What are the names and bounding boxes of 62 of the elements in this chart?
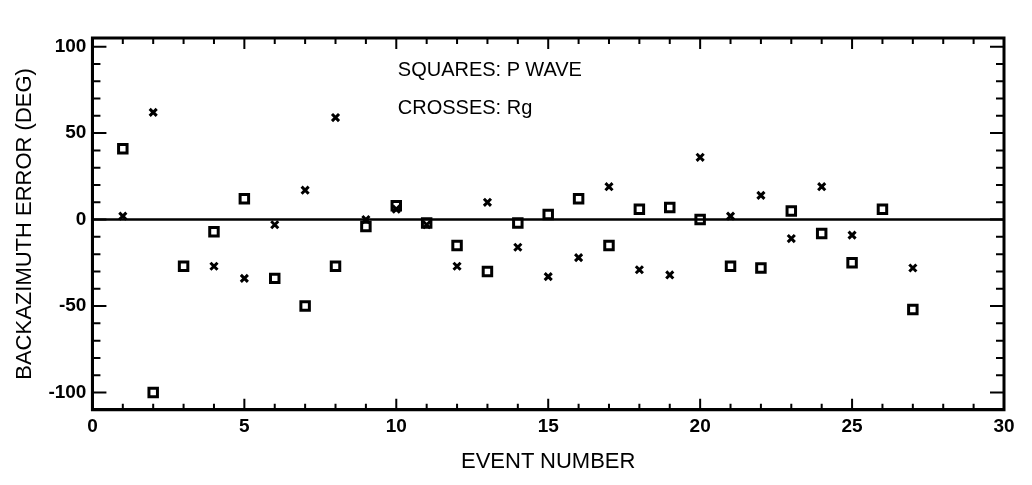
point: [755, 262, 767, 274]
point: [907, 303, 919, 316]
point: [755, 190, 766, 201]
x-tick-label: 30: [993, 415, 1015, 437]
point: [694, 213, 706, 226]
x-tick-label: 20: [689, 415, 711, 437]
x-tick-label: 10: [385, 415, 407, 437]
point: [512, 242, 523, 253]
point: [481, 265, 494, 278]
point: [664, 269, 675, 280]
point: [695, 152, 706, 163]
point: [208, 225, 220, 238]
x-tick-label: 15: [537, 415, 560, 437]
y-tick-label: 50: [65, 121, 87, 143]
y-tick-label: 0: [75, 207, 87, 229]
point: [360, 220, 372, 233]
annotation: SQUARES: P WAVE: [397, 57, 582, 80]
point: [390, 200, 403, 212]
point: [603, 181, 615, 192]
point: [147, 386, 159, 399]
point: [816, 181, 827, 192]
point: [815, 227, 828, 240]
point: [148, 107, 159, 118]
point: [482, 197, 493, 208]
point: [573, 252, 584, 263]
point: [451, 239, 463, 252]
annotation: CROSSES: Rg: [397, 95, 533, 118]
point: [512, 217, 524, 229]
point: [391, 204, 402, 215]
point: [330, 112, 341, 123]
point: [846, 257, 858, 269]
y-tick-label: -100: [48, 380, 87, 402]
point: [603, 239, 615, 252]
y-axis-title: BACKAZIMUTH ERROR (DEG): [11, 68, 37, 380]
point: [300, 185, 311, 196]
point: [329, 260, 342, 273]
point: [572, 193, 585, 205]
point: [177, 260, 190, 273]
point: [664, 201, 676, 214]
point: [543, 271, 554, 282]
point: [785, 205, 798, 217]
point: [633, 203, 646, 215]
point: [907, 262, 918, 274]
point: [269, 219, 280, 230]
point: [299, 300, 311, 312]
point: [786, 233, 797, 244]
point: [269, 272, 281, 285]
point: [876, 203, 889, 215]
x-axis-title: EVENT NUMBER: [461, 447, 636, 473]
point: [634, 264, 645, 275]
point: [542, 208, 554, 221]
point: [452, 261, 463, 272]
y-tick-label: 100: [54, 34, 87, 56]
point: [208, 261, 220, 272]
point: [117, 142, 129, 155]
x-tick-label: 25: [841, 415, 864, 437]
point: [239, 273, 250, 284]
x-tick-label: 5: [239, 415, 251, 437]
point: [238, 193, 251, 205]
y-tick-label: -50: [58, 294, 87, 316]
point: [724, 260, 737, 273]
point: [847, 230, 858, 241]
